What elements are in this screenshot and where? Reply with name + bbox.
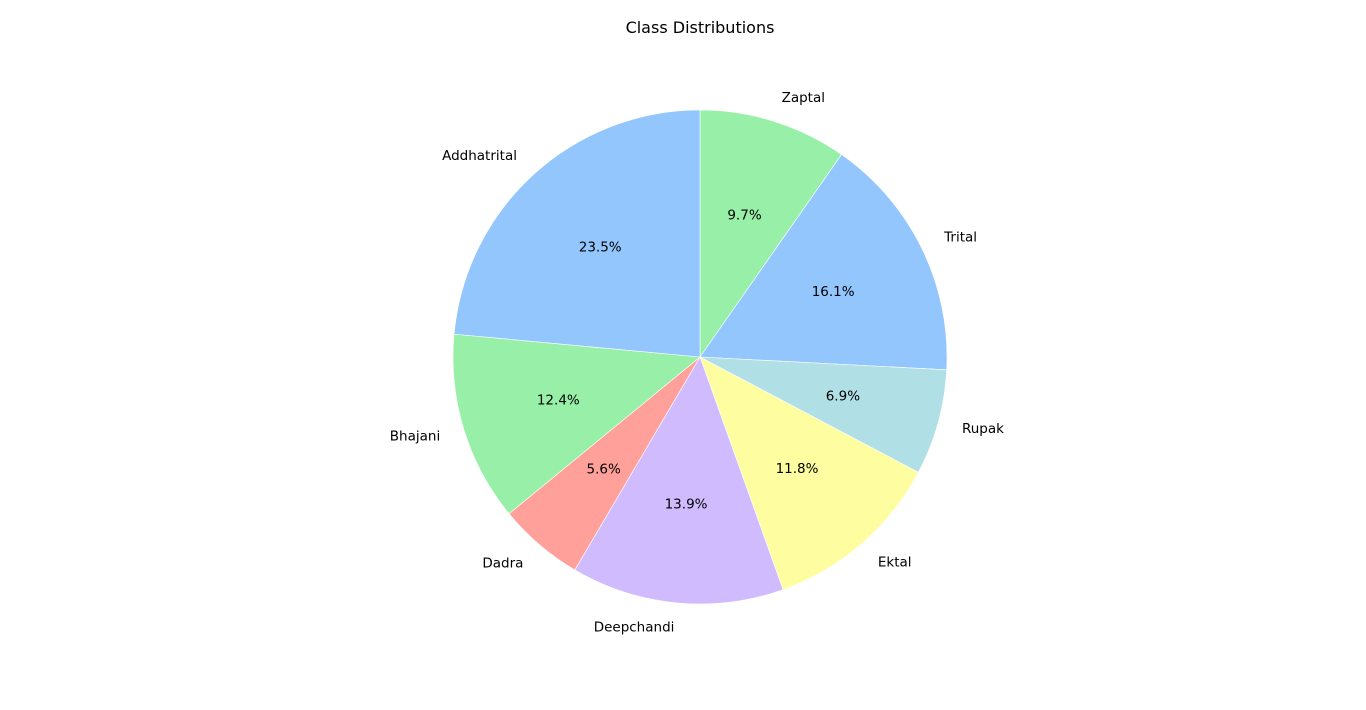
slice-label-zaptal: Zaptal bbox=[782, 90, 825, 106]
slice-percent-addhatrital: 23.5% bbox=[579, 239, 622, 255]
pie-slices bbox=[452, 109, 948, 605]
slice-label-addhatrital: Addhatrital bbox=[442, 148, 517, 164]
slice-label-ektal: Ektal bbox=[878, 554, 912, 570]
chart-title: Class Distributions bbox=[626, 18, 775, 37]
pie-slice-addhatrital bbox=[453, 109, 701, 358]
slice-label-deepchandi: Deepchandi bbox=[594, 619, 675, 635]
slice-label-rupak: Rupak bbox=[962, 421, 1004, 437]
pie-slice-bhajani bbox=[452, 333, 701, 515]
slice-percent-zaptal: 9.7% bbox=[727, 208, 761, 224]
pie-slice-zaptal bbox=[699, 109, 842, 358]
slice-percent-deepchandi: 13.9% bbox=[665, 497, 708, 513]
slice-label-dadra: Dadra bbox=[482, 555, 523, 571]
pie-slice-deepchandi bbox=[574, 356, 784, 605]
slice-label-bhajani: Bhajani bbox=[390, 429, 440, 445]
slice-percent-bhajani: 12.4% bbox=[537, 392, 580, 408]
pie-labels: Zaptal 9.7% Trital 16.1% Rupak 6.9% Ektal 11.8%… bbox=[390, 90, 1004, 636]
pie-slice-rupak bbox=[699, 356, 947, 473]
pie-slice-ektal bbox=[699, 356, 919, 591]
slice-percent-ektal: 11.8% bbox=[776, 461, 819, 477]
slice-percent-trital: 16.1% bbox=[812, 284, 855, 300]
slice-label-trital: Trital bbox=[943, 230, 977, 246]
slice-percent-rupak: 6.9% bbox=[826, 388, 860, 404]
pie-slice-trital bbox=[699, 154, 948, 371]
slice-percent-dadra: 5.6% bbox=[587, 462, 621, 478]
